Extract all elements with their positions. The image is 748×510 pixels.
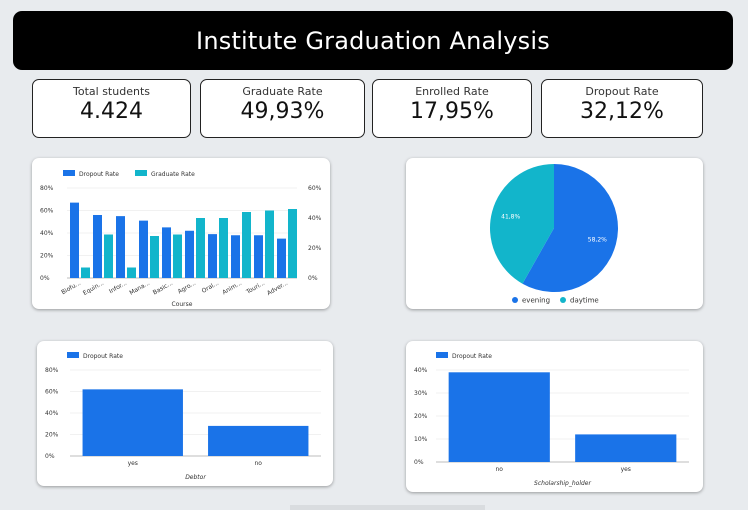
x-tick-label: Basic...: [152, 280, 174, 297]
y-tick-label: 0%: [414, 459, 424, 466]
y-tick-label-right: 60%: [308, 185, 322, 192]
x-tick-label: Touri...: [244, 280, 266, 297]
kpi-value: 49,93%: [240, 99, 325, 124]
kpi-label: Graduate Rate: [242, 85, 323, 98]
legend-label: daytime: [570, 297, 599, 305]
y-tick-label: 0%: [45, 453, 55, 460]
y-tick-label: 20%: [414, 413, 428, 420]
legend-swatch: [560, 297, 566, 303]
bar-dropout-rate: [208, 234, 217, 278]
legend-label: Dropout Rate: [452, 353, 492, 360]
pie-slice-evening: [522, 164, 618, 292]
bar-dropout-rate: [448, 372, 550, 462]
bar-dropout-rate: [254, 235, 263, 278]
bar-dropout-rate: [139, 220, 148, 278]
course-bar-chart: Dropout Rate Graduate Rate 80% 60% 40% 20% 0% 6…: [40, 170, 322, 308]
x-tick-label: Oral...: [201, 280, 220, 295]
x-tick-label: no: [255, 460, 263, 467]
x-tick-label: Adver...: [266, 280, 289, 297]
bar-dropout-rate: [93, 215, 102, 278]
shift-pie-card[interactable]: 58,2% 41,8% evening daytime: [406, 158, 703, 309]
y-tick-label-left: 20%: [40, 253, 54, 260]
debtor-bar-chart: Dropout Rate 80% 60% 40% 20% 0% yes no Debtor: [45, 352, 321, 481]
pie-value-label: 41,8%: [501, 214, 520, 221]
bar-graduate-rate: [242, 212, 251, 278]
kpi-graduate-rate: Graduate Rate 49,93%: [200, 79, 365, 138]
bar-graduate-rate: [127, 267, 136, 278]
legend-swatch: [135, 170, 147, 176]
bar-graduate-rate: [219, 218, 228, 278]
y-tick-label: 60%: [45, 389, 59, 396]
scholarship-bar-chart: Dropout Rate 40% 30% 20% 10% 0% no yes Scholarsh…: [414, 352, 689, 487]
legend-swatch: [63, 170, 75, 176]
pie-slice-daytime: [490, 164, 554, 284]
legend-swatch: [67, 352, 79, 358]
bar-graduate-rate: [265, 210, 274, 278]
x-axis-label: Debtor: [185, 474, 206, 481]
y-tick-label-right: 0%: [308, 275, 318, 282]
dashboard-header: Institute Graduation Analysis: [13, 11, 733, 70]
bar-dropout-rate: [162, 227, 171, 278]
x-axis-label: Course: [172, 301, 193, 308]
x-tick-label: Anim...: [221, 280, 243, 297]
kpi-dropout-rate: Dropout Rate 32,12%: [541, 79, 703, 138]
legend-swatch: [436, 352, 448, 358]
kpi-enrolled-rate: Enrolled Rate 17,95%: [372, 79, 532, 138]
scroll-strip: [290, 505, 485, 510]
y-tick-label: 40%: [45, 410, 59, 417]
shift-pie-chart: 58,2% 41,8% evening daytime: [490, 164, 618, 305]
x-tick-label: yes: [621, 466, 631, 473]
kpi-label: Enrolled Rate: [415, 85, 489, 98]
x-tick-label: Mana...: [128, 280, 151, 297]
y-tick-label-left: 60%: [40, 208, 54, 215]
legend-label: Dropout Rate: [83, 353, 123, 360]
bar-dropout-rate: [116, 216, 125, 278]
kpi-value: 4.424: [80, 99, 143, 124]
pie-value-label: 58,2%: [588, 236, 607, 243]
legend-label: Dropout Rate: [79, 171, 119, 178]
x-axis-label: Scholarship_holder: [534, 480, 591, 487]
bar-dropout-rate: [231, 235, 240, 278]
x-tick-label: Equin...: [82, 280, 105, 297]
y-tick-label: 80%: [45, 367, 59, 374]
x-tick-label: no: [496, 466, 504, 473]
bar-graduate-rate: [150, 236, 159, 278]
bar-graduate-rate: [81, 267, 90, 278]
bar-dropout-rate: [82, 389, 183, 456]
dashboard-title: Institute Graduation Analysis: [196, 26, 550, 55]
bar-dropout-rate: [575, 434, 677, 462]
x-tick-label: yes: [128, 460, 138, 467]
x-tick-label: Biofu...: [60, 280, 82, 297]
bar-graduate-rate: [196, 218, 205, 278]
bar-graduate-rate: [288, 209, 297, 278]
y-tick-label-right: 40%: [308, 215, 322, 222]
kpi-value: 17,95%: [410, 99, 494, 124]
legend-label: Graduate Rate: [151, 171, 195, 178]
x-tick-label: Agro...: [177, 280, 197, 296]
bar-dropout-rate: [70, 202, 79, 278]
legend-label: evening: [522, 297, 550, 305]
x-tick-label: Infor...: [108, 280, 128, 296]
kpi-label: Total students: [73, 85, 150, 98]
bar-dropout-rate: [185, 230, 194, 278]
y-tick-label-left: 80%: [40, 185, 54, 192]
bar-graduate-rate: [104, 234, 113, 278]
bar-graduate-rate: [173, 234, 182, 278]
y-tick-label-right: 20%: [308, 245, 322, 252]
y-tick-label: 10%: [414, 436, 428, 443]
y-tick-label: 40%: [414, 367, 428, 374]
y-tick-label-left: 0%: [40, 275, 50, 282]
debtor-chart-card[interactable]: Dropout Rate 80% 60% 40% 20% 0% yes no Debtor: [37, 341, 333, 486]
kpi-value: 32,12%: [580, 99, 664, 124]
bar-dropout-rate: [277, 238, 286, 278]
scholarship-chart-card[interactable]: Dropout Rate 40% 30% 20% 10% 0% no yes Scholarsh…: [406, 341, 703, 492]
y-tick-label-left: 40%: [40, 230, 54, 237]
y-tick-label: 30%: [414, 390, 428, 397]
bar-dropout-rate: [208, 425, 309, 456]
legend-swatch: [512, 297, 518, 303]
course-chart-card[interactable]: Dropout Rate Graduate Rate 80% 60% 40% 20% 0% 6…: [32, 158, 330, 309]
kpi-total-students: Total students 4.424: [32, 79, 191, 138]
y-tick-label: 20%: [45, 432, 59, 439]
kpi-label: Dropout Rate: [585, 85, 659, 98]
